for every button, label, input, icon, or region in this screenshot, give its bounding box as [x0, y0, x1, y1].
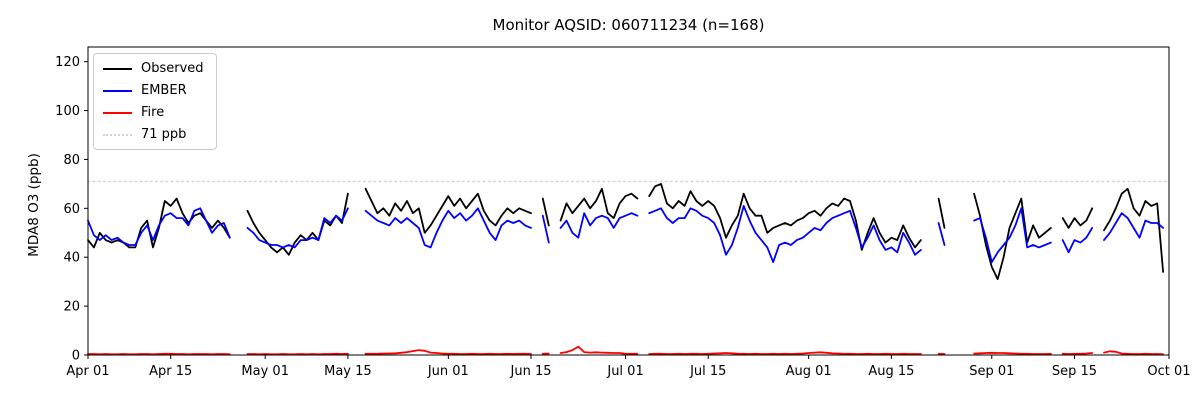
series-line-ember	[87, 205, 1164, 263]
fire-line-swatch	[103, 111, 132, 114]
legend-label: Observed	[141, 61, 204, 76]
y-tick-label: 60	[63, 202, 80, 217]
x-tick-label: Jul 01	[606, 364, 643, 379]
legend-label: 71 ppb	[141, 127, 187, 142]
legend-label: EMBER	[141, 83, 187, 98]
chart-title: Monitor AQSID: 060711234 (n=168)	[492, 16, 765, 34]
legend-item-observed: Observed	[103, 61, 204, 76]
series-line-observed	[87, 183, 1164, 281]
y-tick-label: 80	[63, 153, 80, 168]
legend-item-71ppb: 71 ppb	[103, 127, 204, 142]
y-axis-label: MDA8 O3 (ppb)	[26, 153, 42, 257]
y-tick-label: 120	[55, 55, 80, 70]
y-tick-label: 0	[72, 349, 80, 364]
x-tick-label: Oct 01	[1147, 364, 1190, 379]
plot-border	[87, 46, 1170, 356]
x-tick-label: May 15	[324, 364, 372, 379]
legend-item-fire: Fire	[103, 105, 204, 120]
x-tick-label: Sep 01	[969, 364, 1014, 379]
y-tick-label: 100	[55, 104, 80, 119]
x-tick-label: Sep 15	[1052, 364, 1097, 379]
x-tick-label: Aug 01	[786, 364, 832, 379]
legend-item-ember: EMBER	[103, 83, 204, 98]
x-tick-label: May 01	[241, 364, 289, 379]
x-tick-label: Apr 01	[66, 364, 109, 379]
legend-label: Fire	[141, 105, 165, 120]
x-tick-label: Jun 01	[427, 364, 469, 379]
x-tick-label: Apr 15	[149, 364, 192, 379]
y-tick-label: 40	[63, 251, 80, 266]
ember-line-swatch	[103, 89, 132, 92]
x-tick-label: Aug 15	[868, 364, 914, 379]
y-tick-label: 20	[63, 300, 80, 315]
series-line-fire	[87, 345, 1164, 356]
x-tick-label: Jul 15	[689, 364, 726, 379]
legend: Observed EMBER Fire 71 ppb	[93, 53, 217, 150]
threshold-line-swatch	[103, 133, 132, 136]
observed-line-swatch	[103, 67, 132, 70]
x-tick-label: Jun 15	[510, 364, 552, 379]
